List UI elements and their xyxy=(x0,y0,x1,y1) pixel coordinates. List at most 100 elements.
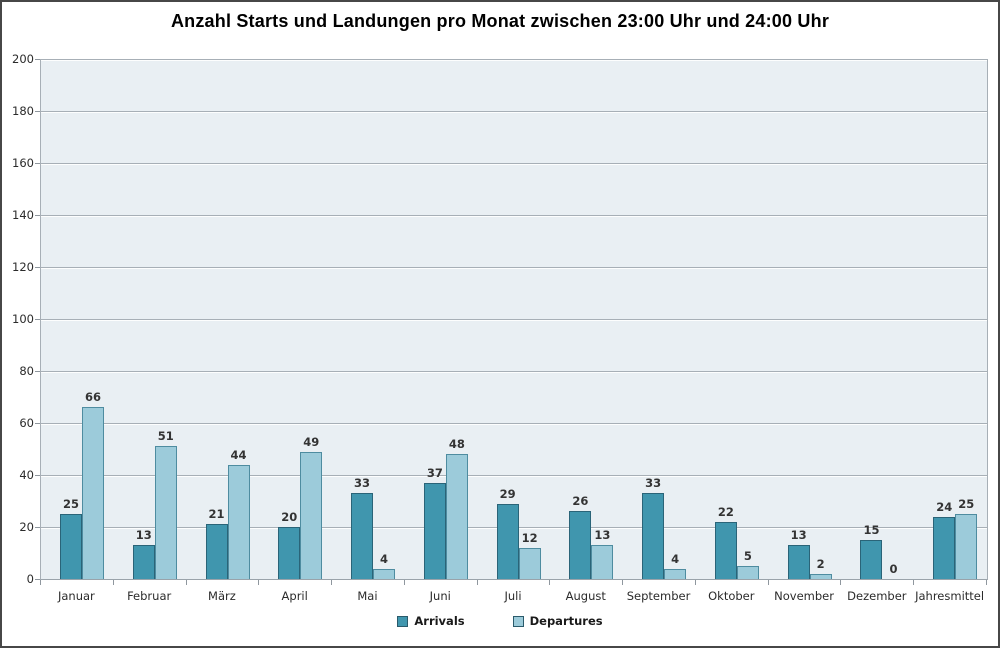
legend-swatch-departures xyxy=(512,615,524,627)
x-axis-tick xyxy=(258,580,260,585)
bar-arrivals-oktober xyxy=(714,521,737,579)
data-label: 49 xyxy=(303,434,320,449)
legend-swatch-arrivals xyxy=(397,615,409,627)
y-axis-tick xyxy=(35,215,40,216)
bar-departures-jahresmittel xyxy=(955,514,978,579)
x-axis-tick xyxy=(549,580,551,585)
bar-arrivals-mai xyxy=(351,493,374,579)
data-label: 24 xyxy=(936,499,953,514)
data-label: 12 xyxy=(521,530,538,545)
data-label: 51 xyxy=(157,429,174,444)
x-tick-label: Dezember xyxy=(847,589,907,603)
x-axis-tick xyxy=(476,580,478,585)
bar-arrivals-april xyxy=(278,527,301,579)
bar-departures-oktober xyxy=(736,566,759,579)
bar-arrivals-august xyxy=(569,511,592,579)
bar-arrivals-juli xyxy=(496,503,519,579)
x-tick-label: Februar xyxy=(127,589,172,603)
bar-arrivals-november xyxy=(787,545,810,579)
y-axis-tick xyxy=(35,319,40,320)
data-label: 22 xyxy=(717,504,734,519)
x-axis-tick xyxy=(986,580,987,585)
y-tick-label: 200 xyxy=(12,52,34,66)
gridline xyxy=(41,319,987,320)
data-label: 20 xyxy=(281,510,298,524)
bar-departures-februar xyxy=(154,446,177,579)
legend-label: Arrivals xyxy=(414,614,465,628)
bar-departures-januar xyxy=(82,407,104,579)
plot-area: 25 66 13 51 21 44 20 49 33 4 37 48 29 12 26 13 33 4 22 5 13 2… xyxy=(40,59,988,580)
x-axis-tick xyxy=(403,580,405,585)
data-label: 48 xyxy=(448,437,465,452)
bar-departures-april xyxy=(300,451,323,579)
y-axis-tick xyxy=(35,475,40,476)
gridline xyxy=(41,475,987,476)
y-axis-tick xyxy=(35,527,40,528)
bar-departures-september xyxy=(664,568,687,579)
y-tick-label: 180 xyxy=(12,104,34,118)
y-axis-tick xyxy=(35,423,40,424)
y-tick-label: 100 xyxy=(12,312,34,326)
x-axis-tick xyxy=(331,580,333,585)
x-tick-label: Jahresmittel xyxy=(915,589,985,603)
x-tick-label: August xyxy=(565,589,606,603)
x-axis-tick xyxy=(112,580,114,585)
y-tick-label: 20 xyxy=(19,520,34,534)
data-label: 13 xyxy=(594,528,611,543)
x-axis-tick xyxy=(622,580,624,585)
data-label: 66 xyxy=(84,390,101,405)
x-axis-tick xyxy=(185,580,187,585)
y-tick-label: 140 xyxy=(12,208,34,222)
bar-arrivals-januar xyxy=(60,514,82,579)
y-axis-tick xyxy=(35,579,40,580)
gridline xyxy=(41,111,987,112)
bar-departures-juli xyxy=(518,547,541,579)
gridline xyxy=(41,215,987,216)
data-label: 4 xyxy=(671,551,680,566)
bar-arrivals-märz xyxy=(205,524,228,579)
y-axis-tick xyxy=(35,163,40,164)
x-tick-label: Januar xyxy=(57,589,95,603)
data-label: 13 xyxy=(790,528,807,543)
legend-item-departures: Departures xyxy=(512,614,603,628)
bar-arrivals-februar xyxy=(132,545,155,579)
legend: Arrivals Departures xyxy=(2,614,998,628)
gridline xyxy=(41,59,987,60)
data-label: 5 xyxy=(743,549,752,563)
chart-title: Anzahl Starts und Landungen pro Monat zw… xyxy=(170,11,830,31)
y-axis-tick xyxy=(35,59,40,60)
y-tick-label: 0 xyxy=(26,572,34,586)
y-tick-label: 80 xyxy=(19,364,34,378)
gridline xyxy=(41,423,987,424)
x-tick-label: November xyxy=(774,589,834,603)
bar-arrivals-dezember xyxy=(860,540,883,579)
y-tick-label: 120 xyxy=(12,260,34,274)
bar-departures-november xyxy=(809,573,832,579)
x-axis-tick xyxy=(40,580,41,585)
data-label: 25 xyxy=(62,497,79,511)
data-label: 26 xyxy=(572,494,589,509)
y-tick-label: 40 xyxy=(19,468,34,482)
bar-departures-märz xyxy=(227,464,250,579)
data-label: 21 xyxy=(208,507,225,522)
x-tick-label: Juni xyxy=(429,589,451,603)
bar-arrivals-jahresmittel xyxy=(933,516,956,579)
x-tick-label: März xyxy=(208,589,236,603)
x-tick-label: Juli xyxy=(504,589,522,603)
bar-arrivals-september xyxy=(642,493,665,579)
data-label: 33 xyxy=(354,476,371,491)
y-tick-label: 60 xyxy=(19,416,34,430)
x-axis-tick xyxy=(767,580,769,585)
data-label: 15 xyxy=(863,523,880,537)
x-tick-label: Oktober xyxy=(708,589,755,603)
bar-departures-mai xyxy=(373,568,396,579)
data-label: 13 xyxy=(135,528,152,543)
bar-departures-august xyxy=(591,545,614,579)
data-label: 0 xyxy=(889,562,898,576)
y-axis-tick xyxy=(35,371,40,372)
legend-label: Departures xyxy=(529,614,603,628)
bar-departures-juni xyxy=(445,454,468,579)
x-axis-tick xyxy=(913,580,915,585)
gridline xyxy=(41,267,987,268)
